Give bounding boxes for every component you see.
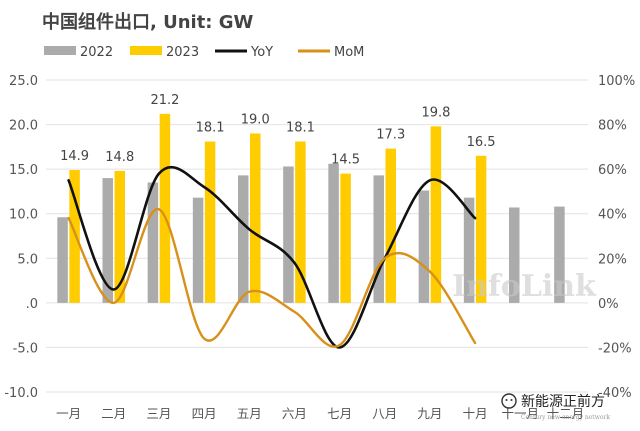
y-left-tick-label: 5.0 xyxy=(17,252,38,267)
bar-2022 xyxy=(463,197,475,303)
data-label-2023: 18.1 xyxy=(196,121,225,136)
y-right-tick-label: 0% xyxy=(598,297,619,312)
wechat-icon-dot xyxy=(510,399,513,401)
legend-item-2023: 2023 xyxy=(130,45,199,60)
y-left-tick-label: -5.0 xyxy=(13,341,38,356)
legend-item-mom: MoM xyxy=(298,45,364,60)
x-tick-label: 八月 xyxy=(372,406,397,421)
x-tick-label: 七月 xyxy=(327,406,352,421)
data-label-2023: 14.9 xyxy=(60,149,89,164)
y-right-tick-label: 100% xyxy=(598,74,635,89)
bar-2022 xyxy=(238,175,249,303)
bar-2022 xyxy=(147,182,159,303)
y-right-tick-label: 80% xyxy=(598,119,627,134)
infolink-watermark: InfoLink xyxy=(452,269,597,304)
x-tick-label: 一月 xyxy=(56,406,81,421)
bar-2022 xyxy=(192,197,204,303)
y-right-tick-label: 40% xyxy=(598,208,627,223)
bar-2023 xyxy=(114,170,125,303)
series-lines xyxy=(67,166,477,349)
x-tick-label: 十一月 xyxy=(501,406,539,421)
line-yoy xyxy=(67,166,477,349)
data-label-2023: 18.1 xyxy=(286,121,315,136)
wechat-account-name: 新能源正前方 xyxy=(521,393,605,410)
legend: 2022 2023 YoY MoM xyxy=(44,45,364,60)
x-tick-label: 三月 xyxy=(146,406,171,421)
bar-2022 xyxy=(509,207,520,303)
y-right-tick-label: -20% xyxy=(598,341,632,356)
chart-title: 中国组件出口, Unit: GW xyxy=(42,11,254,33)
legend-label: MoM xyxy=(334,45,364,60)
bar-2023 xyxy=(159,113,171,303)
bar-2023 xyxy=(204,141,216,303)
y-axis-right-ticks: 100% 80% 60% 40% 20% 0% -20% -40% xyxy=(598,74,635,401)
data-labels: 14.9 14.8 21.2 18.1 19.0 18.1 14.5 17.3 19.8 16.5 xyxy=(60,93,495,168)
bar-2022 xyxy=(57,217,68,303)
x-tick-label: 六月 xyxy=(282,406,307,421)
x-tick-label: 二月 xyxy=(101,406,126,421)
x-tick-label: 十二月 xyxy=(547,406,585,421)
bar-2022 xyxy=(373,175,384,303)
x-tick-label: 四月 xyxy=(192,406,217,421)
wechat-icon-dot xyxy=(505,399,508,401)
legend-swatch xyxy=(44,46,76,55)
data-label-2023: 19.8 xyxy=(421,105,450,120)
data-label-2023: 14.5 xyxy=(331,153,360,168)
wechat-account-subtitle: Century new energy network xyxy=(521,414,610,421)
bar-2023 xyxy=(475,155,487,303)
bar-2023 xyxy=(295,141,306,303)
legend-label: YoY xyxy=(250,45,273,60)
bar-2022 xyxy=(102,178,113,303)
y-right-tick-label: 60% xyxy=(598,163,627,178)
data-label-2023: 17.3 xyxy=(376,128,405,143)
legend-label: 2023 xyxy=(166,45,199,60)
y-left-tick-label: -10.0 xyxy=(4,386,38,401)
y-left-tick-label: 15.0 xyxy=(9,163,38,178)
bar-2023 xyxy=(385,148,396,303)
gridlines xyxy=(46,79,588,393)
data-label-2023: 14.8 xyxy=(105,150,134,165)
x-axis-ticks: 一月 二月 三月 四月 五月 六月 七月 八月 九月 十月 十一月 十二月 xyxy=(56,406,584,421)
y-axis-left-ticks: 25.0 20.0 15.0 10.0 5.0 .0 -5.0 -10.0 xyxy=(4,74,38,401)
legend-item-2022: 2022 xyxy=(44,45,113,60)
legend-label: 2022 xyxy=(80,45,113,60)
legend-item-yoy: YoY xyxy=(215,45,273,60)
bar-2023 xyxy=(250,133,261,303)
y-right-tick-label: -40% xyxy=(598,386,632,401)
bar-2022 xyxy=(554,206,565,303)
bar-2023 xyxy=(340,173,351,303)
line-mom xyxy=(67,208,477,348)
bar-2022 xyxy=(283,166,294,303)
bar-2023 xyxy=(69,170,80,303)
y-left-tick-label: .0 xyxy=(26,297,38,312)
x-tick-label: 五月 xyxy=(237,406,262,421)
y-right-tick-label: 20% xyxy=(598,252,627,267)
x-tick-label: 十月 xyxy=(463,406,488,421)
y-left-tick-label: 20.0 xyxy=(9,119,38,134)
bar-2022 xyxy=(418,190,430,303)
bars xyxy=(57,113,565,303)
bar-2023 xyxy=(430,126,442,303)
data-label-2023: 19.0 xyxy=(241,112,270,127)
wechat-watermark: 新能源正前方 Century new energy network xyxy=(501,393,610,421)
y-left-tick-label: 25.0 xyxy=(9,74,38,89)
bar-2022 xyxy=(328,163,339,303)
data-label-2023: 21.2 xyxy=(150,93,179,108)
legend-swatch xyxy=(130,46,162,55)
x-tick-label: 九月 xyxy=(417,406,442,421)
data-label-2023: 16.5 xyxy=(467,135,496,150)
y-left-tick-label: 10.0 xyxy=(9,208,38,223)
wechat-icon xyxy=(501,393,517,409)
